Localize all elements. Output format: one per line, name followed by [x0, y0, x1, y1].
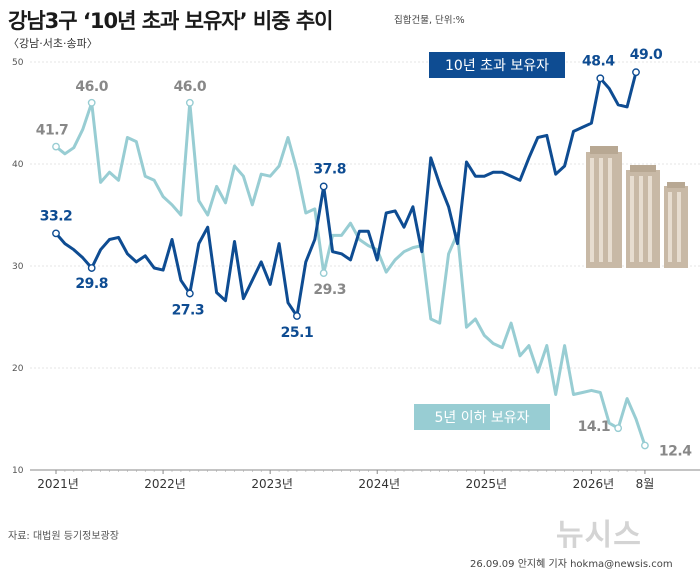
- data-labels: 33.2 29.8 27.3 25.1 37.8 48.4 49.0 41.7 46.0 46.0…: [36, 47, 693, 460]
- legend-box-over10: [429, 52, 565, 78]
- y-tick-label: 20: [12, 364, 24, 374]
- y-tick-label: 30: [12, 262, 24, 272]
- data-point-marker: [293, 312, 301, 320]
- data-point-marker: [319, 182, 328, 191]
- marker-layer: [52, 68, 649, 450]
- data-label: 41.7: [36, 123, 69, 139]
- x-tick-label: 2022년: [144, 477, 186, 491]
- unit-note: 집합건물, 단위:%: [394, 15, 465, 26]
- chart-title: 강남3구 ‘10년 초과 보유자’ 비중 추이: [8, 9, 334, 33]
- data-point-marker: [596, 74, 605, 83]
- legend-label-over10: 10년 초과 보유자: [445, 58, 549, 74]
- series-line-under5: [54, 101, 647, 447]
- data-label: 25.1: [281, 325, 314, 341]
- data-label: 12.4: [659, 444, 692, 460]
- newsis-logo: 뉴시스: [556, 518, 642, 553]
- legend: 10년 초과 보유자 5년 이하 보유자: [414, 52, 565, 430]
- data-label: 27.3: [172, 303, 205, 319]
- buildings-illustration: [586, 146, 688, 268]
- data-point-marker: [87, 264, 96, 272]
- data-label: 48.4: [582, 53, 615, 69]
- data-point-marker: [319, 269, 328, 278]
- x-tick-label: 2024년: [358, 477, 400, 491]
- data-point-marker: [52, 142, 60, 151]
- data-point-marker: [52, 229, 60, 238]
- data-label: 14.1: [578, 419, 611, 435]
- y-tick-label: 50: [12, 58, 24, 68]
- data-point-marker: [632, 68, 640, 77]
- y-tick-label: 10: [12, 466, 24, 476]
- series-layer: [54, 70, 647, 447]
- data-point-marker: [185, 289, 194, 298]
- x-tick-label: 2025년: [466, 477, 508, 491]
- data-label: 29.3: [313, 282, 346, 298]
- y-tick-label: 40: [12, 160, 24, 170]
- x-tick-label: 2021년: [37, 477, 79, 491]
- data-label: 29.8: [75, 276, 108, 292]
- source-note: 자료: 대법원 등기정보광장: [8, 531, 119, 542]
- chart-subtitle: 〈강남·서초·송파〉: [8, 37, 98, 50]
- data-label: 49.0: [630, 47, 663, 63]
- series-line-over10: [54, 70, 638, 318]
- data-label: 37.8: [313, 161, 346, 177]
- x-tick-label: 2023년: [251, 477, 293, 491]
- credit-line: 26.09.09 안지혜 기자 hokma@newsis.com: [470, 559, 673, 570]
- data-point-marker: [87, 98, 96, 107]
- legend-label-under5: 5년 이하 보유자: [434, 410, 529, 426]
- y-axis: 10 20 30 40 50: [12, 58, 24, 476]
- data-point-marker: [185, 98, 194, 107]
- data-label: 46.0: [174, 79, 207, 95]
- data-label: 46.0: [75, 79, 108, 95]
- x-axis: 2021년 2022년 2023년 2024년 2025년 2026년 8월: [30, 469, 700, 491]
- data-label: 33.2: [40, 208, 73, 224]
- x-tick-label: 8월: [636, 477, 655, 491]
- legend-box-under5: [414, 404, 550, 430]
- x-tick-label: 2026년: [573, 477, 615, 491]
- data-point-marker: [641, 441, 649, 450]
- data-point-marker: [614, 424, 623, 433]
